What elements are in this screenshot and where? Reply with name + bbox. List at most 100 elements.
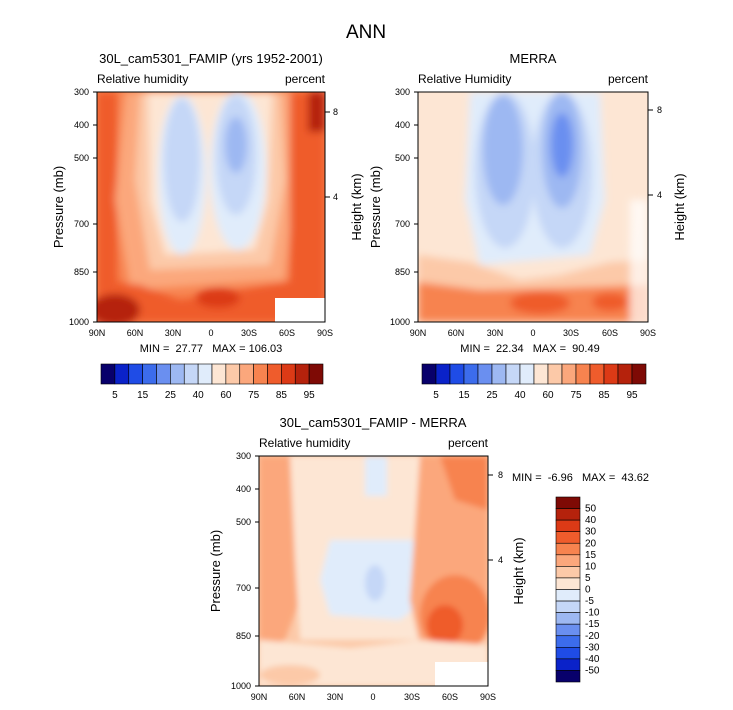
x-tick-label: 30S	[241, 328, 257, 338]
colorbar-swatch	[555, 566, 581, 579]
x-tick-label: 0	[208, 328, 213, 338]
colorbar-swatch	[128, 363, 143, 385]
colorbar-label: 10	[585, 561, 597, 572]
x-tick-label: 60N	[127, 328, 144, 338]
x-tick-label: 60S	[442, 692, 458, 702]
colorbar-label: 75	[570, 390, 582, 401]
panel-obs-units: percent	[608, 72, 649, 86]
colorbar-label: 60	[542, 390, 554, 401]
x-tick-label: 90S	[317, 328, 333, 338]
panel-model-y2-label: Height (km)	[349, 173, 364, 240]
colorbar-label: 25	[165, 390, 177, 401]
y-tick-label: 1000	[69, 317, 89, 327]
panel-obs-y-tickmarks	[414, 91, 653, 323]
panel-obs: MERRA Relative Humidity percent 300	[368, 51, 687, 401]
colorbar-swatch	[225, 363, 241, 385]
colorbar-swatch	[555, 589, 581, 602]
colorbar-swatch	[449, 363, 465, 385]
colorbar-swatch	[617, 363, 633, 385]
colorbar-swatch	[589, 363, 605, 385]
panel-diff: 30L_cam5301_FAMIP - MERRA Relative humid…	[208, 415, 649, 702]
x-tick-label: 30N	[165, 328, 182, 338]
panel-obs-y2-label: Height (km)	[672, 173, 687, 240]
panel-diff-stats: MIN = -6.96 MAX = 43.62	[512, 472, 649, 484]
colorbar-label: 20	[585, 538, 597, 549]
colorbar-label: 95	[304, 390, 316, 401]
colorbar-swatch	[294, 363, 310, 385]
x-tick-label: 30S	[404, 692, 420, 702]
x-tick-label: 60N	[289, 692, 306, 702]
y-tick-label: 850	[395, 267, 410, 277]
y-tick-label: 700	[395, 219, 410, 229]
y-tick-label: 850	[74, 267, 89, 277]
colorbar-swatch	[197, 363, 213, 385]
colorbar-swatch	[281, 363, 296, 385]
x-tick-label: 30N	[487, 328, 504, 338]
panel-model-contour-field	[97, 92, 325, 322]
colorbar-label: 5	[112, 390, 118, 401]
x-tick-label: 90N	[251, 692, 268, 702]
colorbar-swatch	[603, 363, 619, 385]
colorbar-swatch	[631, 363, 647, 385]
y-tick-label: 400	[395, 120, 410, 130]
colorbar-swatch	[533, 363, 549, 385]
height-tick-label: 4	[333, 192, 338, 202]
colorbar-swatch	[435, 363, 451, 385]
height-tick-label: 8	[657, 105, 662, 115]
panel-model: 30L_cam5301_FAMIP (yrs 1952-2001) Relati…	[51, 51, 364, 401]
colorbar-label: 30	[585, 527, 597, 538]
colorbar-label: 5	[433, 390, 439, 401]
panel-diff-units: percent	[448, 436, 489, 450]
y-tick-label: 500	[74, 153, 89, 163]
colorbar-swatch	[555, 623, 581, 637]
colorbar-label: -15	[585, 619, 600, 630]
colorbar-swatch	[142, 363, 157, 385]
height-tick-label: 8	[498, 470, 503, 480]
colorbar-swatch	[555, 670, 581, 683]
colorbar-swatch	[491, 363, 507, 385]
colorbar-label: 85	[276, 390, 288, 401]
x-tick-label: 30N	[327, 692, 344, 702]
colorbar-label: -40	[585, 654, 600, 665]
panel-obs-colorbar: 5 15 25 40 60 75 85 95	[421, 363, 647, 401]
panel-obs-frame	[417, 91, 649, 323]
panel-obs-y-ticks: 300 400 500 700 850 1000	[390, 87, 410, 327]
colorbar-swatch	[519, 363, 535, 385]
colorbar-swatch	[505, 363, 521, 385]
y-tick-label: 850	[236, 631, 251, 641]
x-tick-label: 90N	[410, 328, 427, 338]
y-tick-label: 500	[395, 153, 410, 163]
colorbar-swatch	[308, 363, 324, 385]
panel-model-colorbar: 5 15 25 40 60 75 85 95	[100, 363, 324, 401]
panel-obs-stats: MIN = 22.34 MAX = 90.49	[460, 343, 599, 355]
colorbar-swatch	[555, 542, 581, 556]
x-tick-label: 60S	[279, 328, 295, 338]
panel-obs-contour-field	[418, 92, 648, 322]
y-tick-label: 500	[236, 517, 251, 527]
colorbar-swatch	[555, 577, 581, 590]
y-tick-label: 300	[395, 87, 410, 97]
x-tick-label: 90N	[89, 328, 106, 338]
colorbar-swatch	[421, 363, 437, 385]
colorbar-swatch	[156, 363, 171, 385]
height-tick-label: 4	[498, 555, 503, 565]
panel-diff-y-tickmarks	[255, 455, 493, 687]
panel-diff-field-label: Relative humidity	[259, 436, 350, 450]
colorbar-swatch	[555, 600, 581, 613]
panel-model-y-label: Pressure (mb)	[51, 166, 66, 248]
x-tick-label: 60S	[602, 328, 618, 338]
colorbar-swatch	[555, 519, 581, 532]
panel-obs-height-ticks: 8 4	[657, 105, 662, 200]
height-tick-label: 4	[657, 190, 662, 200]
colorbar-label: 15	[458, 390, 470, 401]
panel-diff-contour-field	[259, 456, 488, 686]
panel-model-units: percent	[285, 72, 326, 86]
panel-diff-frame	[258, 455, 489, 687]
colorbar-swatch	[555, 658, 581, 671]
panel-obs-title: MERRA	[510, 51, 557, 66]
panel-model-field-label: Relative humidity	[97, 72, 188, 86]
colorbar-swatch	[477, 363, 493, 385]
